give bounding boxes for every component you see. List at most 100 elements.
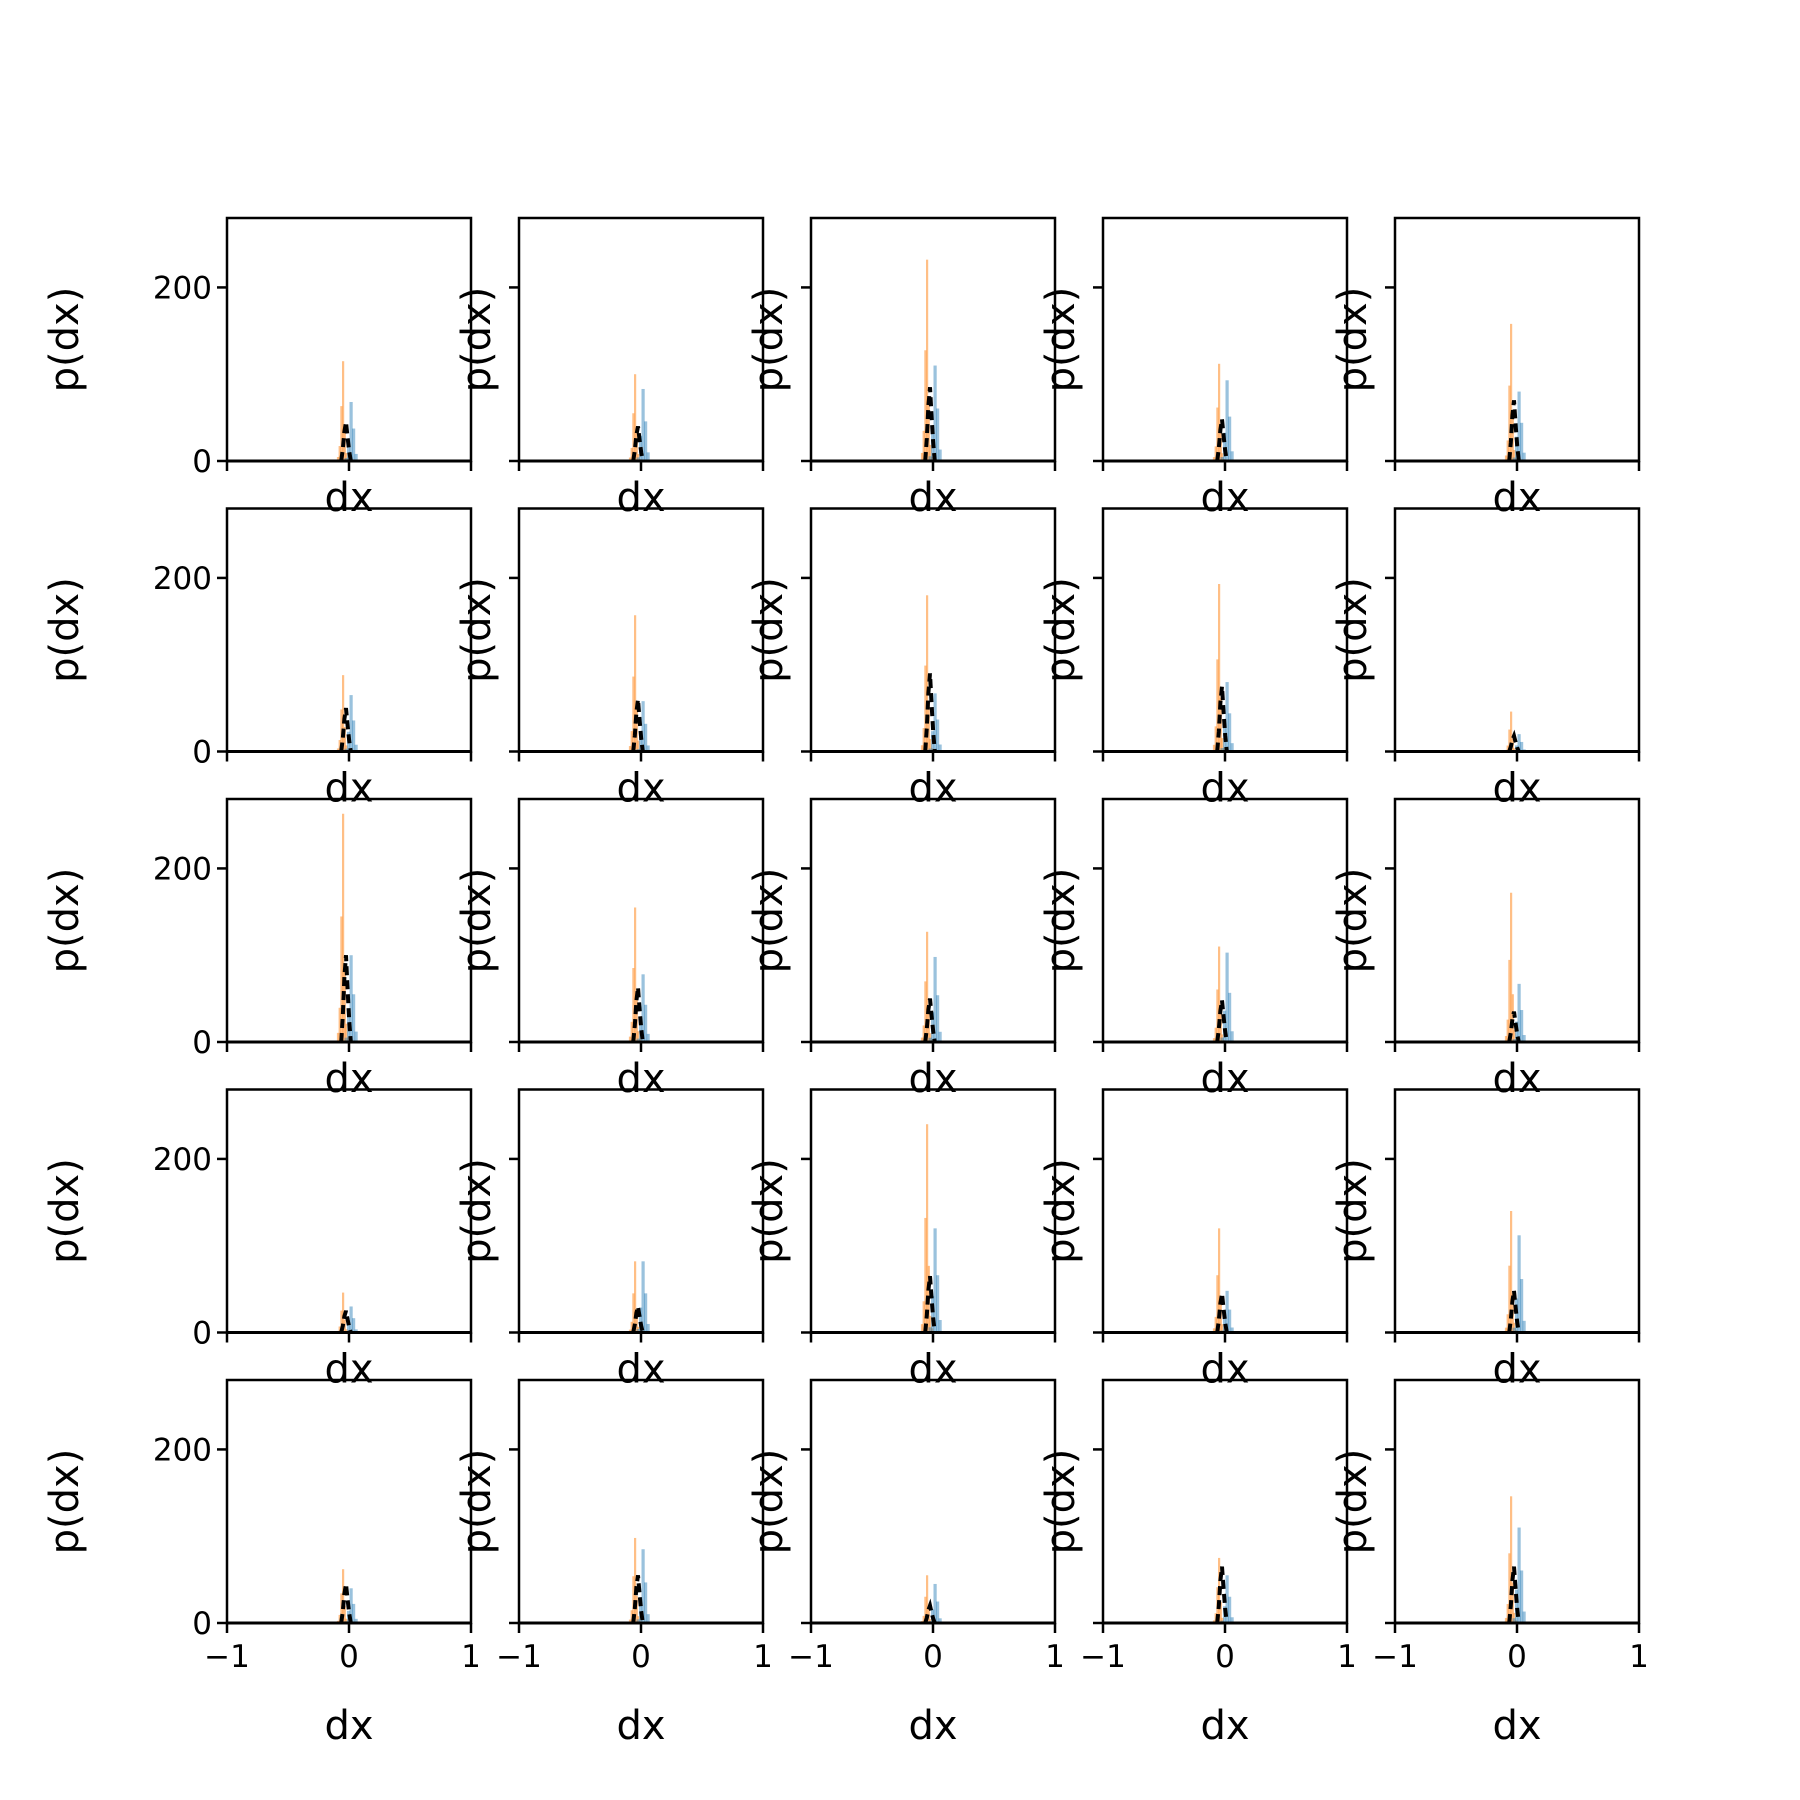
orange-bar	[628, 457, 632, 461]
panel-3-5: dx p(dx)	[1330, 797, 1641, 1102]
x-axis-label: dx	[616, 766, 665, 812]
black-dashed-curve	[339, 955, 353, 1043]
black-dashed-curve	[1215, 1566, 1229, 1624]
orange-bar	[1510, 1496, 1513, 1623]
panels-layer: 0200dxp(dx)dxp(dx)dxp(dx)dxp(dx)dxp(dx)0…	[42, 216, 1649, 1749]
orange-bar	[1221, 453, 1224, 461]
orange-bar	[1510, 323, 1513, 461]
blue-bar	[349, 401, 353, 461]
blue-bar	[644, 1582, 648, 1623]
y-axis-label: p(dx)	[1330, 577, 1376, 683]
black-dashed-curve	[1215, 686, 1229, 752]
orange-bar	[1214, 446, 1217, 461]
orange-bar	[342, 1292, 345, 1333]
blue-bar	[354, 1618, 358, 1623]
blue-bar	[1512, 1327, 1516, 1333]
orange-bar	[635, 1595, 638, 1623]
orange-bar	[1214, 1027, 1217, 1042]
orange-bar	[924, 665, 927, 752]
orange-bar	[926, 1124, 929, 1333]
blue-bar	[1512, 1618, 1516, 1623]
orange-bar	[922, 1615, 925, 1623]
x-axis-label: dx	[324, 1703, 373, 1749]
black-dashed-curve	[631, 1306, 645, 1333]
orange-bar	[1506, 745, 1509, 752]
y-axis-label: p(dx)	[454, 287, 500, 393]
orange-bar	[628, 746, 632, 752]
blue-bar	[349, 1588, 353, 1623]
y-axis-label: p(dx)	[1038, 287, 1084, 393]
black-dashed-curve	[1507, 400, 1521, 462]
blue-bar	[354, 744, 358, 752]
blue-bar	[1520, 1279, 1524, 1333]
orange-bar	[929, 444, 932, 461]
orange-bar	[1513, 450, 1516, 461]
blue-bar	[646, 1614, 650, 1623]
blue-bar	[936, 995, 940, 1042]
x-tick-label: −1	[1372, 1639, 1418, 1675]
orange-bar	[924, 981, 927, 1042]
orange-bar	[924, 1217, 927, 1333]
blue-bar	[938, 1320, 942, 1333]
orange-bar	[922, 728, 925, 752]
orange-bar	[345, 745, 348, 752]
black-dashed-curve	[339, 1310, 353, 1334]
blue-bar	[938, 1618, 942, 1623]
blue-bar	[1520, 1570, 1524, 1623]
x-axis-label: dx	[1492, 475, 1541, 521]
orange-bar	[1221, 1617, 1224, 1623]
blue-bar	[1230, 1327, 1234, 1333]
panel-4-4: dx p(dx)	[1038, 1088, 1349, 1393]
orange-bar	[1506, 1314, 1509, 1333]
orange-bar	[637, 1031, 640, 1042]
orange-bar	[345, 1618, 348, 1623]
blue-bar	[352, 428, 356, 461]
blue-bar	[1228, 1309, 1232, 1333]
orange-bar	[1221, 738, 1224, 752]
orange-bar	[1212, 457, 1216, 461]
orange-bar	[634, 374, 637, 461]
orange-bar	[340, 1310, 343, 1333]
blue-bar	[352, 720, 356, 752]
y-tick-label: 200	[153, 561, 212, 597]
orange-bar	[338, 740, 341, 752]
orange-bar	[1513, 1322, 1516, 1333]
black-dashed-curve	[631, 1575, 645, 1624]
orange-bar	[922, 1301, 925, 1333]
blue-bar	[352, 1603, 356, 1623]
blue-bar	[1228, 1596, 1232, 1623]
y-axis-label: p(dx)	[1038, 1449, 1084, 1555]
y-axis-label: p(dx)	[1330, 868, 1376, 974]
orange-bar	[634, 1537, 637, 1623]
blue-bar	[1517, 1235, 1521, 1333]
blue-bar	[1220, 456, 1224, 461]
orange-bar	[1218, 363, 1221, 461]
y-axis-label: p(dx)	[42, 1449, 88, 1555]
blue-bar	[1225, 380, 1229, 461]
blue-bar	[347, 440, 351, 461]
blue-bar	[352, 1318, 356, 1333]
x-axis-label: dx	[908, 475, 957, 521]
blue-bar	[349, 955, 353, 1042]
blue-bar	[639, 733, 643, 752]
orange-bar	[926, 931, 929, 1042]
orange-bar	[1511, 994, 1514, 1042]
blue-bar	[1220, 748, 1224, 752]
black-dashed-curve	[923, 1275, 937, 1333]
x-tick-label: 1	[753, 1639, 773, 1675]
blue-bar	[347, 1323, 351, 1333]
x-tick-label: −1	[496, 1639, 542, 1675]
black-dashed-curve	[1507, 729, 1521, 753]
orange-bar	[926, 259, 929, 461]
panel-2-5: dx p(dx)	[1330, 507, 1641, 812]
panel-4-3: dx p(dx)	[746, 1088, 1057, 1393]
orange-bar	[338, 1007, 341, 1042]
orange-bar	[632, 413, 635, 461]
blue-bar	[1522, 1035, 1526, 1042]
blue-bar	[639, 1307, 643, 1333]
orange-bar	[632, 1293, 635, 1333]
blue-bar	[1220, 1037, 1224, 1042]
orange-bar	[920, 1037, 924, 1042]
